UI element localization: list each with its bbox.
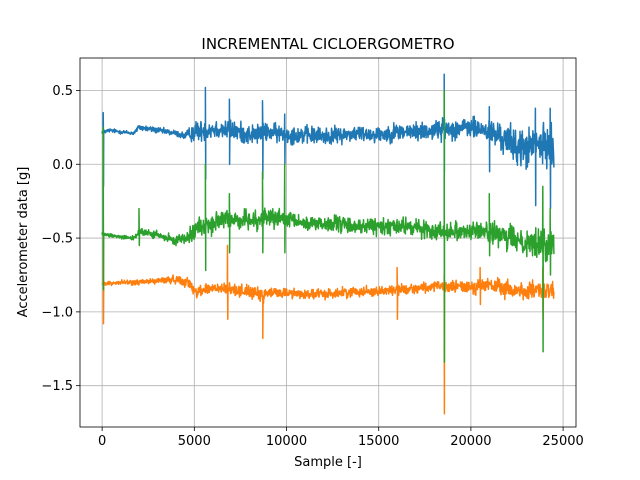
x-tick-label: 0	[98, 434, 106, 449]
chart-title: INCREMENTAL CICLOERGOMETRO	[201, 35, 454, 53]
ticks: 0 5000 10000 15000 20000 25000 0.5 0.0 −0.5 −1.0 −…	[41, 84, 583, 449]
y-tick-label: 0.5	[52, 84, 73, 99]
series-line-2	[101, 229, 555, 415]
y-tick-label: −1.5	[41, 379, 73, 394]
y-tick-label: −0.5	[41, 232, 73, 247]
series-line-1	[101, 73, 555, 210]
x-tick-label: 25000	[542, 434, 583, 449]
series-layer	[101, 73, 555, 415]
x-axis-label: Sample [-]	[294, 455, 362, 470]
plot-frame	[79, 57, 577, 428]
series-line-3	[101, 89, 555, 363]
x-tick-label: 15000	[358, 434, 399, 449]
x-tick-label: 10000	[266, 434, 307, 449]
y-axis-label: Accelerometer data [g]	[16, 167, 31, 318]
y-tick-label: 0.0	[52, 158, 73, 173]
y-tick-label: −1.0	[41, 305, 73, 320]
x-tick-label: 5000	[178, 434, 211, 449]
x-tick-label: 20000	[450, 434, 491, 449]
